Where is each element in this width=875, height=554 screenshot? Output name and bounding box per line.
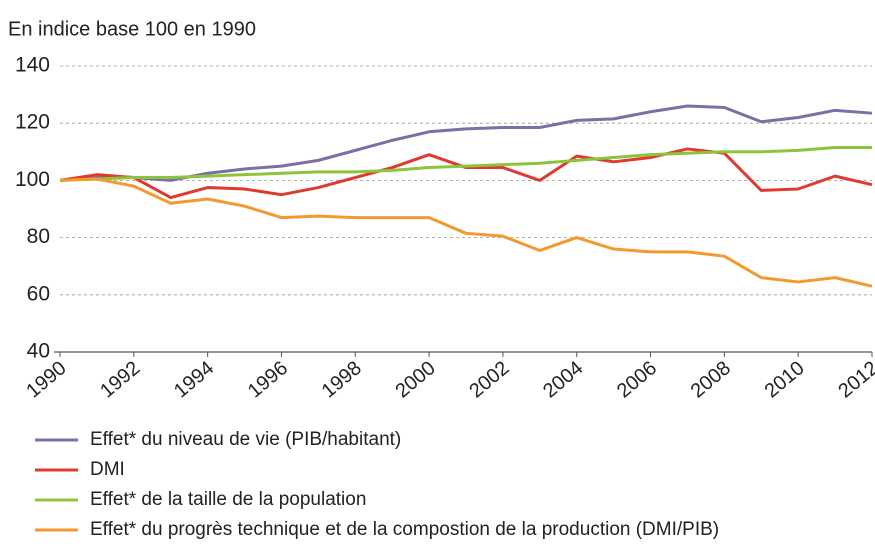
x-tick-label: 2002 <box>465 357 513 402</box>
x-tick-label: 2012 <box>834 357 875 402</box>
legend-label: Effet* du niveau de vie (PIB/habitant) <box>90 429 401 450</box>
series-line <box>59 146 872 182</box>
y-tick-label: 140 <box>15 54 50 77</box>
series-line <box>59 147 873 200</box>
x-tick-label: 1998 <box>318 357 366 402</box>
legend-label: DMI <box>90 459 125 480</box>
y-tick-label: 40 <box>27 340 50 363</box>
x-tick-label: 1992 <box>96 357 144 402</box>
y-tick-label: 120 <box>15 111 50 134</box>
x-tick-label: 1990 <box>22 357 70 402</box>
y-tick-label: 60 <box>27 282 50 305</box>
x-tick-label: 2004 <box>539 357 587 402</box>
series-line <box>59 104 873 182</box>
x-tick-label: 2010 <box>761 357 809 402</box>
x-tick-label: 2006 <box>613 357 661 402</box>
legend-label: Effet* du progrès technique et de la com… <box>90 519 719 540</box>
x-tick-label: 1996 <box>244 357 292 402</box>
series-line <box>59 177 873 288</box>
x-tick-label: 2000 <box>391 357 439 402</box>
legend-label: Effet* de la taille de la population <box>90 489 366 510</box>
chart-title: En indice base 100 en 1990 <box>8 18 256 40</box>
x-tick-label: 2008 <box>687 357 735 402</box>
x-tick-label: 1994 <box>170 357 218 402</box>
y-tick-label: 100 <box>15 168 50 191</box>
y-tick-label: 80 <box>27 225 50 248</box>
